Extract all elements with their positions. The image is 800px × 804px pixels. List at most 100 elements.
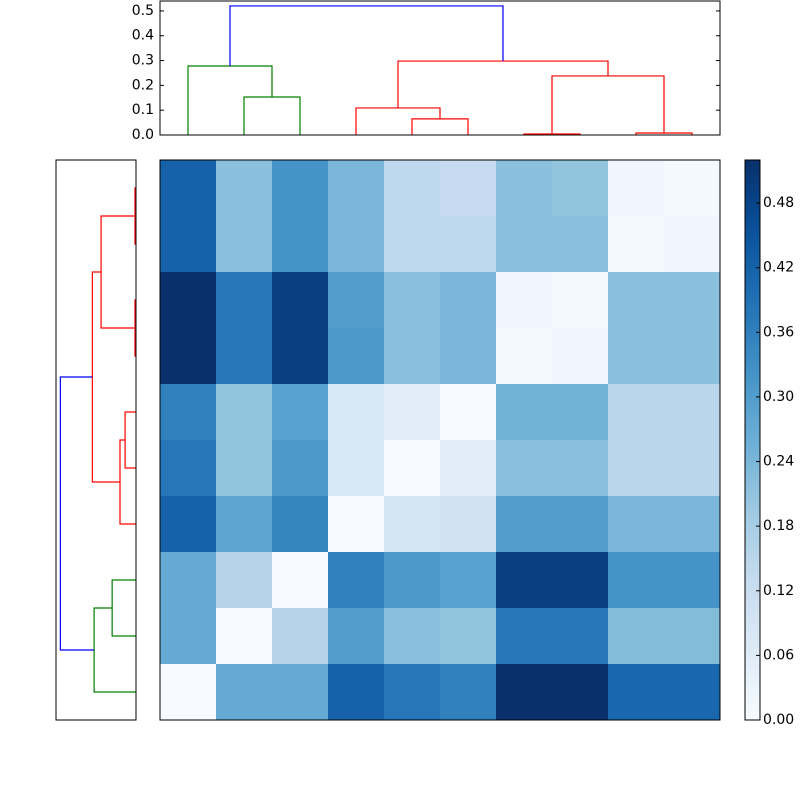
heatmap-cell [216,272,273,329]
heatmap-cell [328,608,385,665]
dendrogram-link [124,411,136,469]
y-tick-label: 0.4 [132,28,154,44]
y-tick-label: 0.1 [132,102,154,118]
heatmap-cell [216,216,273,273]
heatmap-cell [440,608,497,665]
heatmap-cell [160,384,217,441]
heatmap-cell [552,328,609,385]
heatmap-cell [496,552,553,609]
heatmap-cell [496,216,553,273]
dendrogram-link [355,107,441,135]
heatmap-cell [160,272,217,329]
heatmap-cell [552,440,609,497]
heatmap-cell [664,440,721,497]
heatmap-cell [160,664,217,721]
heatmap-cell [328,552,385,609]
heatmap-cell [664,608,721,665]
heatmap-cell [216,384,273,441]
heatmap-cell [160,496,217,553]
dendrogram-link [111,579,136,637]
heatmap-cell [552,552,609,609]
y-tick-label: 0.5 [132,3,154,19]
heatmap-cell [664,272,721,329]
heatmap-cell [328,664,385,721]
axes-frame [159,0,721,136]
heatmap-cell [664,664,721,721]
colorbar-tick-label: 0.36 [763,324,794,340]
heatmap-cell [608,552,665,609]
colorbar-tick-label: 0.00 [763,712,794,728]
heatmap-cell [496,328,553,385]
heatmap-cell [664,384,721,441]
heatmap-cell [328,272,385,329]
heatmap-cell [216,160,273,217]
heatmap-cell [384,272,441,329]
colorbar-tick-label: 0.48 [763,195,794,211]
heatmap-cell [216,496,273,553]
dendrogram-link [187,65,273,135]
heatmap-cell [384,160,441,217]
heatmap-cell [328,328,385,385]
heatmap-cell [216,328,273,385]
heatmap-cell [664,216,721,273]
heatmap-cell [552,664,609,721]
heatmap-cell [496,160,553,217]
heatmap-cell [496,496,553,553]
dendrogram-link [243,96,301,135]
heatmap-cell [160,608,217,665]
heatmap-cell [664,328,721,385]
heatmap-cell [608,216,665,273]
dendrogram-link [91,271,120,483]
heatmap-cell [216,608,273,665]
heatmap-cell [384,328,441,385]
heatmap-cell [160,552,217,609]
heatmap-cell [608,328,665,385]
heatmap-cell [272,664,329,721]
heatmap-cell [328,216,385,273]
heatmap-cell [272,384,329,441]
heatmap-cell [216,440,273,497]
heatmap-cell [440,216,497,273]
colorbar-tick-label: 0.24 [763,454,794,470]
heatmap-cell [216,664,273,721]
dendrogram-link [229,5,504,67]
heatmap-cell [272,608,329,665]
heatmap-cell [328,384,385,441]
heatmap-cell [440,440,497,497]
dendrogram-link [100,215,135,329]
colorbar-tick-label: 0.12 [763,583,794,599]
heatmap-cell [608,272,665,329]
heatmap-cell [328,496,385,553]
heatmap-cell [272,272,329,329]
heatmap-cell [384,440,441,497]
heatmap-cell [496,608,553,665]
dendrogram-link [59,376,95,651]
dendrogram-link [397,60,609,108]
colorbar-tick-label: 0.42 [763,260,794,276]
heatmap-cell [384,664,441,721]
y-tick-label: 0.3 [132,53,154,69]
y-tick-label: 0.2 [132,77,154,93]
axes-frame [55,159,137,721]
heatmap-cell [328,160,385,217]
heatmap-cell [608,664,665,721]
heatmap-cell [440,664,497,721]
heatmap-cell [272,216,329,273]
y-tick-label: 0.0 [132,127,154,143]
heatmap-cell [664,496,721,553]
heatmap-cell [384,608,441,665]
dendrogram-link [119,439,136,525]
heatmap-cell [608,160,665,217]
dendrogram-link [551,75,665,135]
heatmap-cell [272,328,329,385]
heatmap-cell [272,496,329,553]
colorbar-tick-label: 0.30 [763,389,794,405]
heatmap-cell [328,440,385,497]
heatmap-cell [160,440,217,497]
colorbar-tick-label: 0.06 [763,647,794,663]
heatmap-cell [440,496,497,553]
heatmap-cell [664,552,721,609]
heatmap-cell [384,552,441,609]
heatmap-cell [440,272,497,329]
